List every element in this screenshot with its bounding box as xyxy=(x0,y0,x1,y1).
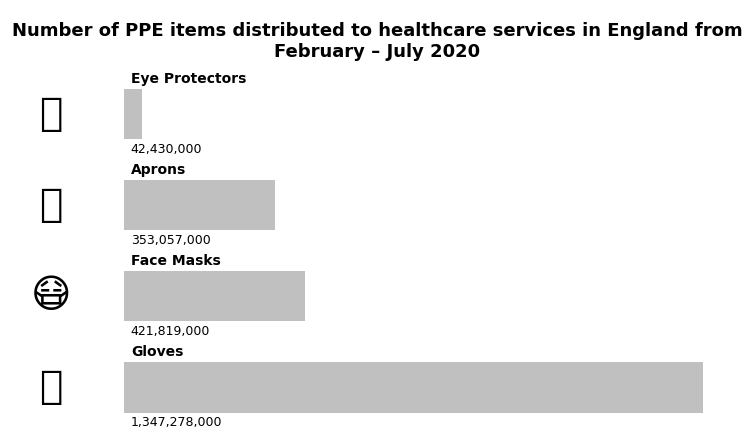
Text: Number of PPE items distributed to healthcare services in England from
February : Number of PPE items distributed to healt… xyxy=(12,22,742,61)
Text: Gloves: Gloves xyxy=(131,345,183,359)
Text: 1,347,278,000: 1,347,278,000 xyxy=(131,416,222,429)
Text: 🧤: 🧤 xyxy=(39,368,63,406)
Text: 353,057,000: 353,057,000 xyxy=(131,234,210,247)
FancyBboxPatch shape xyxy=(124,271,305,322)
FancyBboxPatch shape xyxy=(124,180,275,230)
Text: Aprons: Aprons xyxy=(131,163,186,177)
Text: 421,819,000: 421,819,000 xyxy=(131,325,210,338)
Text: 🥼: 🥼 xyxy=(39,186,63,224)
Text: 👓: 👓 xyxy=(39,95,63,134)
Text: 😷: 😷 xyxy=(31,277,72,315)
FancyBboxPatch shape xyxy=(124,362,703,413)
Text: 42,430,000: 42,430,000 xyxy=(131,143,202,156)
Text: Face Masks: Face Masks xyxy=(131,254,221,268)
FancyBboxPatch shape xyxy=(124,89,142,139)
Text: Eye Protectors: Eye Protectors xyxy=(131,72,247,86)
